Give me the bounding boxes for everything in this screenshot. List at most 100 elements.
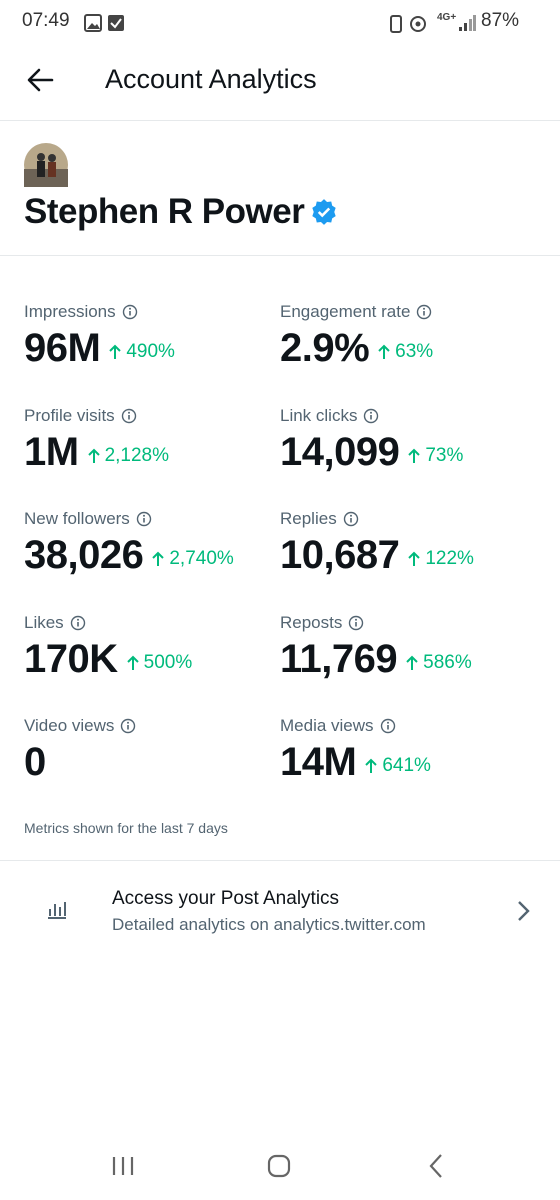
metric: Link clicks 14,099 73% xyxy=(280,406,463,475)
metric-value: 14,099 xyxy=(280,429,400,474)
metric-label: New followers xyxy=(24,509,130,528)
divider xyxy=(0,255,560,256)
metric-change: 490% xyxy=(126,341,175,362)
system-nav xyxy=(112,1154,442,1178)
home-button[interactable] xyxy=(267,1154,291,1178)
metric-value: 170K xyxy=(24,636,118,681)
metric-value: 38,026 xyxy=(24,533,144,577)
metric: Engagement rate 2.9% 63% xyxy=(280,302,433,371)
divider xyxy=(0,860,560,861)
metrics-note: Metrics shown for the last 7 days xyxy=(24,820,228,836)
metric-change-row: 122% xyxy=(407,548,474,570)
metric-change-row: 2,128% xyxy=(87,445,169,467)
metric-change-row: 2,740% xyxy=(151,548,234,570)
recents-button[interactable] xyxy=(112,1157,134,1175)
metric-value: 11,769 xyxy=(280,636,398,681)
metric-change-row: 73% xyxy=(407,445,463,467)
info-icon xyxy=(349,615,364,630)
metric: Video views 0 xyxy=(24,716,136,785)
back-nav-button[interactable] xyxy=(429,1154,442,1178)
up-arrow xyxy=(152,551,165,566)
up-arrow xyxy=(406,655,418,670)
back-button[interactable] xyxy=(26,66,56,96)
metric-value: 10,687 xyxy=(280,533,400,577)
metric: Impressions 96M 490% xyxy=(24,302,175,371)
up-arrow xyxy=(378,344,390,359)
info-icon xyxy=(122,304,137,320)
up-arrow xyxy=(408,551,421,566)
metric-value-row: 10,687 122% xyxy=(280,533,474,578)
divider xyxy=(0,120,560,121)
metric-label-row: Impressions xyxy=(24,302,175,322)
metric: New followers 38,026 2,740% xyxy=(24,509,234,578)
metric-label-row: Replies xyxy=(280,509,474,529)
info-icon xyxy=(343,511,358,527)
metric-label: Impressions xyxy=(24,302,116,321)
metric-value-row: 2.9% 63% xyxy=(280,326,433,371)
link-title: Access your Post Analytics xyxy=(112,888,340,909)
metric-value-row: 96M 490% xyxy=(24,326,175,371)
metric-label-row: Media views xyxy=(280,716,431,736)
up-arrow xyxy=(365,758,378,773)
metric-label-row: Reposts xyxy=(280,613,472,633)
metric-change: 500% xyxy=(143,651,193,673)
metric-label: Replies xyxy=(280,509,337,528)
analytics-icon xyxy=(48,902,66,919)
status-battery: 87% xyxy=(481,10,520,31)
info-icon xyxy=(417,304,432,320)
metric-label: Engagement rate xyxy=(280,302,411,321)
metric-change: 586% xyxy=(423,651,472,673)
signal-icon xyxy=(459,15,476,31)
metric-change: 122% xyxy=(425,548,474,569)
metric-value-row: 11,769 586% xyxy=(280,637,472,682)
status-sys-icons xyxy=(390,15,426,33)
info-icon xyxy=(121,408,136,423)
metric-label: Video views xyxy=(24,716,115,735)
info-icon xyxy=(70,615,85,630)
metric-label: Likes xyxy=(24,612,64,632)
metric-change: 2,740% xyxy=(169,548,234,569)
metric-label: Media views xyxy=(280,716,374,735)
info-icon xyxy=(364,408,379,423)
metric: Reposts 11,769 586% xyxy=(280,613,472,682)
metric-change-row: 586% xyxy=(405,652,472,674)
metric-change: 2,128% xyxy=(104,444,170,466)
metric-value: 14M xyxy=(280,740,357,784)
metric-label: Link clicks xyxy=(280,405,358,425)
page-title: Account Analytics xyxy=(105,64,317,94)
metric: Likes 170K 500% xyxy=(24,613,192,682)
info-icon xyxy=(121,718,136,734)
metric-value-row: 0 xyxy=(24,740,136,785)
metric-label-row: Engagement rate xyxy=(280,302,433,322)
status-time: 07:49 xyxy=(22,10,70,31)
metric-value: 1M xyxy=(24,429,79,474)
chevron xyxy=(518,901,530,921)
metric-label: Profile visits xyxy=(24,405,115,425)
up-arrow xyxy=(87,448,100,463)
metric-change-row: 490% xyxy=(108,341,175,363)
avatar[interactable] xyxy=(24,143,68,187)
metric-value-row: 14,099 73% xyxy=(280,430,463,475)
status-icons xyxy=(84,14,124,32)
metric: Media views 14M 641% xyxy=(280,716,431,785)
up-arrow xyxy=(126,655,139,670)
metric-label: Reposts xyxy=(280,612,343,632)
metric-change-row: 500% xyxy=(126,651,193,674)
info-icon xyxy=(136,511,152,527)
post-analytics-link[interactable] xyxy=(0,862,560,957)
info-icon xyxy=(380,718,395,734)
metric-change: 73% xyxy=(425,444,464,466)
metric: Replies 10,687 122% xyxy=(280,509,474,578)
profile-name: Stephen R Power xyxy=(24,192,305,231)
status-network: 4G+ xyxy=(437,12,457,23)
metric-change-row: 641% xyxy=(364,755,431,777)
metric-label-row: Video views xyxy=(24,716,136,736)
up-arrow xyxy=(408,448,421,463)
metric-change-row: 63% xyxy=(377,341,433,363)
metric: Profile visits 1M 2,128% xyxy=(24,406,169,475)
metric-value-row: 38,026 2,740% xyxy=(24,533,234,578)
metric-value: 0 xyxy=(24,740,46,784)
metric-label-row: New followers xyxy=(24,509,234,529)
metric-change: 63% xyxy=(395,341,434,362)
